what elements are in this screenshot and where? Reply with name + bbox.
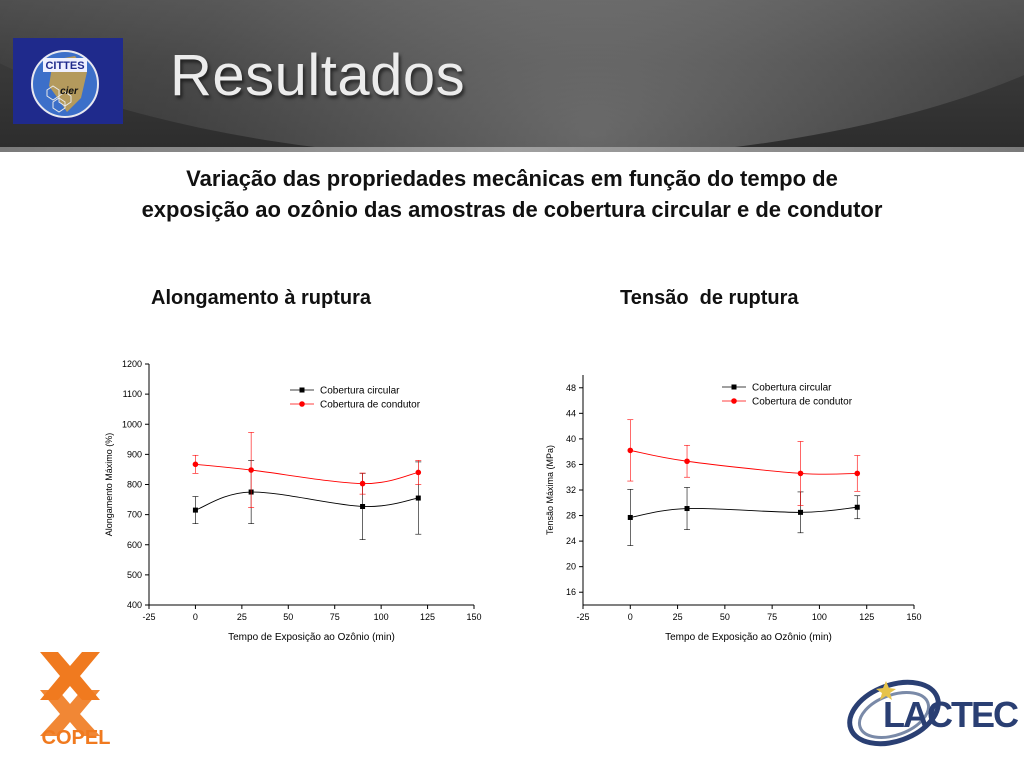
- legend-label-cobertura-condutor: Cobertura de condutor: [320, 400, 421, 411]
- data-point-circle: [248, 467, 254, 473]
- series-group: [192, 432, 422, 540]
- legend-label-cobertura-condutor: Cobertura de condutor: [752, 397, 853, 408]
- legend: Cobertura circular Cobertura de condutor: [722, 383, 853, 408]
- slide-header: [0, 0, 1024, 152]
- y-tick-label: 32: [566, 485, 576, 495]
- y-axis: 400 500 600 700 800 900 1000 1100 1200: [122, 359, 149, 610]
- x-tick-label: 25: [237, 612, 247, 622]
- data-point-square: [627, 514, 633, 520]
- x-tick-label: 50: [720, 612, 730, 622]
- x-tick-label: 50: [283, 612, 293, 622]
- data-point-square: [798, 509, 804, 515]
- y-tick-label: 400: [127, 600, 142, 610]
- data-point-square: [192, 507, 198, 513]
- x-tick-label: 25: [673, 612, 683, 622]
- legend-marker-square: [299, 387, 305, 393]
- x-tick-label: 75: [330, 612, 340, 622]
- legend: Cobertura circular Cobertura de condutor: [290, 386, 421, 411]
- legend-marker-circle: [299, 401, 305, 407]
- cittes-cier-logo-graphic: CITTES cier: [13, 38, 123, 124]
- copel-logo-graphic: COPEL: [40, 652, 111, 749]
- x-tick-label: 75: [767, 612, 777, 622]
- data-point-circle: [359, 480, 366, 487]
- x-tick-label: 0: [193, 612, 198, 622]
- elongation-chart: 400 500 600 700 800 900 1000 1100 1200 -25 0 25 50 7…: [104, 359, 482, 643]
- x-tick-label: 150: [466, 612, 481, 622]
- subtitle-line-2: exposição ao ozônio das amostras de cobe…: [141, 197, 883, 222]
- x-axis-title: Tempo de Exposição ao Ozônio (min): [665, 632, 832, 643]
- x-axis-title: Tempo de Exposição ao Ozônio (min): [228, 632, 395, 643]
- y-tick-label: 20: [566, 562, 576, 572]
- x-tick-label: 100: [812, 612, 827, 622]
- y-tick-label: 500: [127, 570, 142, 580]
- copel-text: COPEL: [42, 727, 111, 749]
- y-tick-label: 36: [566, 459, 576, 469]
- data-point-circle: [684, 458, 690, 465]
- y-axis-title: Alongamento Máximo (%): [104, 433, 114, 537]
- star-icon: [876, 681, 896, 700]
- chart-heading-elongation: Alongamento à ruptura: [151, 287, 372, 309]
- y-tick-label: 16: [566, 587, 576, 597]
- series-line-0: [630, 506, 858, 518]
- y-tick-label: 900: [127, 449, 142, 459]
- x-tick-label: -25: [142, 612, 155, 622]
- logo-text-cier: cier: [60, 86, 79, 97]
- y-tick-label: 800: [127, 480, 142, 490]
- data-point-circle: [192, 461, 199, 468]
- series-line-1: [195, 463, 419, 485]
- x-tick-label: 150: [906, 612, 921, 622]
- plot-frame: [148, 364, 474, 606]
- logo-text-cittes: CITTES: [45, 60, 84, 72]
- legend-label-cobertura-circular: Cobertura circular: [320, 386, 400, 397]
- legend-label-cobertura-circular: Cobertura circular: [752, 383, 832, 394]
- plot-frame: [582, 375, 914, 606]
- header-highlight: [0, 0, 1024, 152]
- y-tick-label: 1000: [122, 419, 142, 429]
- y-tick-label: 24: [566, 536, 576, 546]
- data-point-square: [854, 504, 860, 510]
- data-point-circle: [797, 470, 804, 477]
- chart-heading-tension: Tensão de ruptura: [620, 287, 799, 309]
- y-tick-label: 28: [566, 511, 576, 521]
- data-point-circle: [415, 469, 422, 476]
- lactec-logo: LACTEC: [842, 675, 1021, 755]
- series-line-0: [195, 491, 419, 511]
- x-axis: -25 0 25 50 75 100 125 150: [576, 605, 922, 622]
- x-tick-label: -25: [576, 612, 589, 622]
- x-tick-label: 0: [628, 612, 633, 622]
- x-tick-label: 125: [420, 612, 435, 622]
- data-point-circle: [627, 447, 634, 454]
- y-tick-label: 1100: [123, 389, 142, 399]
- data-point-square: [684, 506, 690, 512]
- y-tick-label: 40: [566, 434, 576, 444]
- tension-chart: 16 20 24 28 32 36 40 44 48 -25 0 25 50 75 100 125 150 C…: [545, 375, 922, 643]
- series-line-1: [630, 449, 858, 475]
- data-point-square: [360, 503, 366, 509]
- y-tick-label: 1200: [122, 359, 142, 369]
- lactec-text: LACTEC: [883, 694, 1018, 735]
- y-tick-label: 700: [127, 510, 142, 520]
- y-tick-label: 48: [566, 383, 576, 393]
- legend-marker-square: [731, 384, 737, 390]
- legend-marker-circle: [731, 398, 737, 404]
- data-point-square: [415, 495, 421, 501]
- x-tick-label: 125: [859, 612, 874, 622]
- subtitle-line-1: Variação das propriedades mecânicas em f…: [186, 166, 838, 191]
- x-axis: -25 0 25 50 75 100 125 150: [142, 605, 482, 622]
- y-tick-label: 600: [127, 540, 142, 550]
- lactec-logo-graphic: LACTEC: [847, 679, 1021, 747]
- page-title: Resultados: [170, 43, 466, 108]
- y-axis-title: Tensão Máxima (MPa): [545, 445, 555, 535]
- copel-logo: COPEL: [30, 650, 125, 750]
- x-tick-label: 100: [374, 612, 389, 622]
- y-tick-label: 44: [566, 408, 576, 418]
- y-axis: 16 20 24 28 32 36 40 44 48: [566, 383, 583, 597]
- series-group: [627, 419, 861, 546]
- header-divider: [0, 147, 1024, 152]
- cittes-cier-logo: CITTES cier: [13, 38, 123, 124]
- data-point-circle: [854, 470, 861, 477]
